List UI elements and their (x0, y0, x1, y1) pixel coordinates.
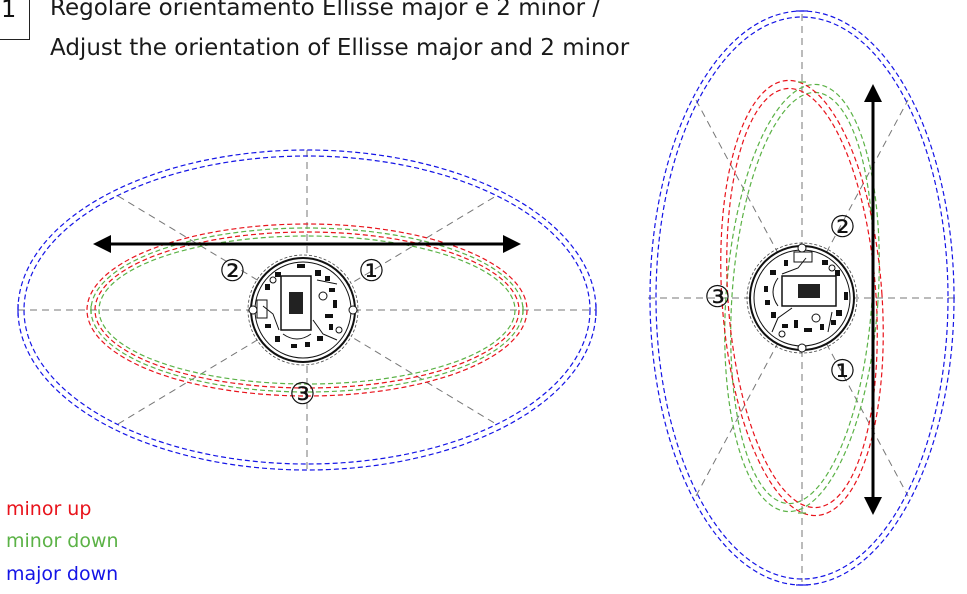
right-marker-1: ① (829, 354, 856, 389)
left-minor-down-inner (98, 235, 516, 385)
legend-minor-up: minor up (6, 498, 92, 520)
left-marker-2: ② (219, 254, 246, 289)
left-minor-up-outer (86, 223, 528, 397)
left-sensor-icon (247, 254, 359, 366)
right-major-down-inner (655, 16, 949, 580)
left-diagram: ② ① ③ (17, 149, 597, 471)
right-sensor-icon (746, 242, 858, 354)
left-major-down-inner (23, 155, 591, 465)
step-number-box: 1 (0, 0, 30, 40)
step-number: 1 (1, 0, 17, 23)
legend-minor-down: minor down (6, 530, 119, 552)
left-minor-up-inner (94, 231, 520, 389)
right-marker-2: ② (829, 210, 856, 245)
right-diagram: ② ③ ① (648, 10, 958, 586)
right-marker-3: ③ (704, 280, 731, 315)
left-marker-3: ③ (289, 377, 316, 412)
title-english: Adjust the orientation of Ellisse major … (50, 35, 630, 61)
left-marker-1: ① (358, 254, 385, 289)
legend-major-down: major down (6, 563, 119, 585)
title-italian: Regolare orientamento Ellisse major e 2 … (50, 0, 601, 21)
